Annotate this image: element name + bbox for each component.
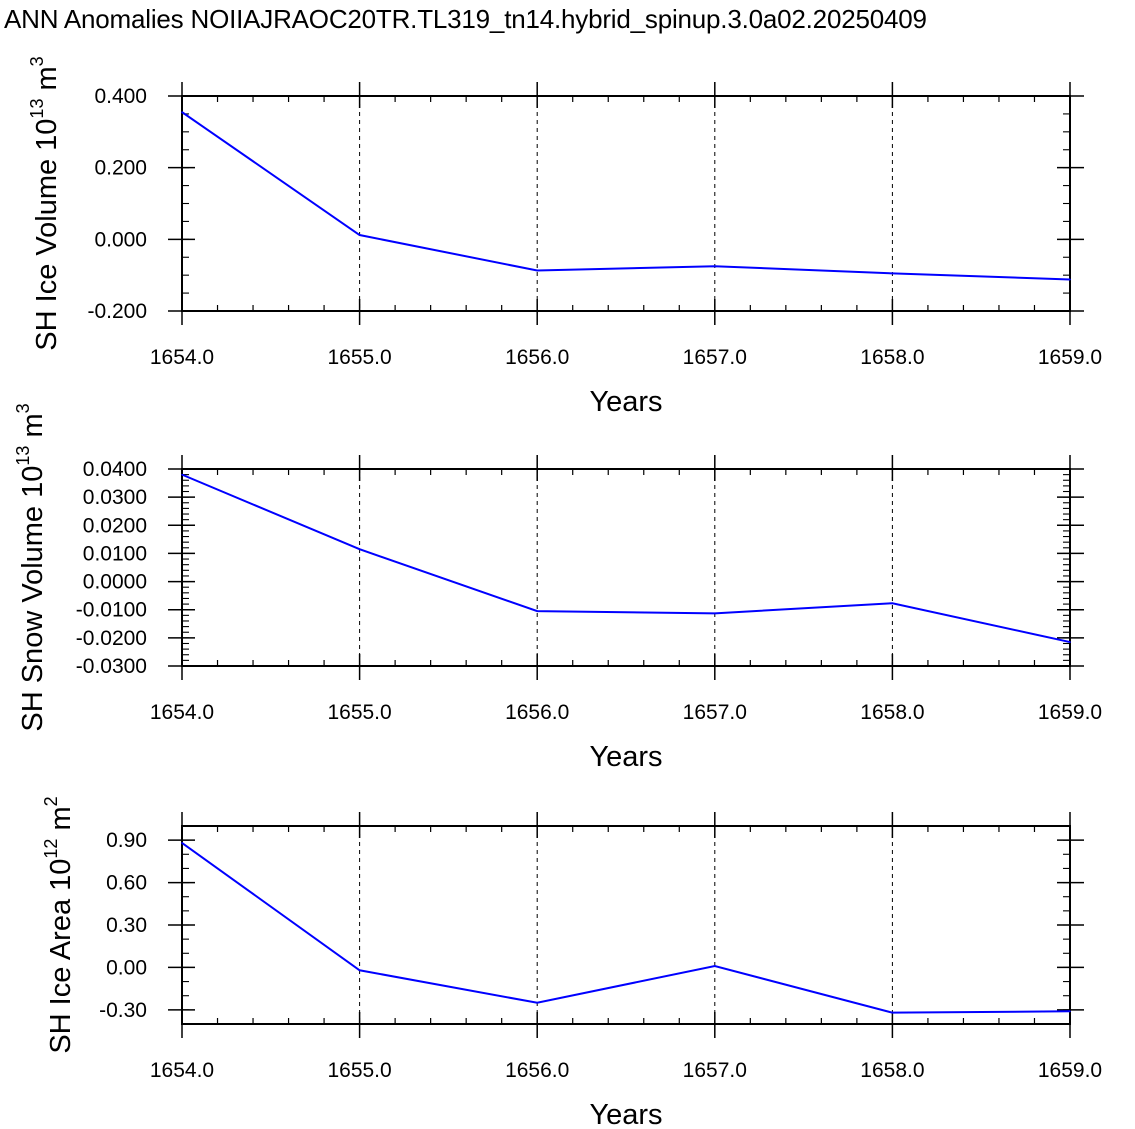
series-line <box>181 473 1071 644</box>
y-tick-label: 0.30 <box>106 914 147 937</box>
y-axis-label-unit: m <box>45 806 77 838</box>
chart-3: 1654.0 1655.0 1656.0 1657.0 1658.0 1659.0 -0.3… <box>41 796 1102 1129</box>
data-point <box>358 969 361 972</box>
series-line <box>181 111 1071 281</box>
data-point <box>536 269 538 272</box>
y-axis-label-exponent: 12 <box>41 839 61 859</box>
y-tick-label: 0.90 <box>106 829 147 852</box>
x-tick-label: 1656.0 <box>505 1059 569 1082</box>
y-tick-label: -0.30 <box>99 999 147 1022</box>
x-tick-label: 1655.0 <box>327 701 391 724</box>
x-tick-label: 1654.0 <box>150 346 214 369</box>
y-axis-label-main: SH Ice Volume 10 <box>31 119 63 351</box>
data-point <box>714 965 716 967</box>
y-tick-label: -0.0200 <box>76 627 147 650</box>
data-point <box>358 234 361 236</box>
y-tick-label: 0.0400 <box>83 458 147 481</box>
y-tick-label: 0.00 <box>106 956 147 979</box>
x-tick-label: 1658.0 <box>860 346 924 369</box>
data-point <box>181 842 183 844</box>
y-tick-label: 0.0100 <box>83 542 147 565</box>
y-tick-label: 0.0000 <box>83 571 147 594</box>
y-axis-label-unit-exponent: 2 <box>41 796 61 806</box>
y-tick-label: -0.0100 <box>76 599 147 622</box>
y-axis-label-unit-exponent: 3 <box>13 403 33 413</box>
data-point <box>1069 641 1071 643</box>
x-tick-label: 1659.0 <box>1038 701 1102 724</box>
x-tick-label: 1657.0 <box>683 701 747 724</box>
y-axis-label: SH Snow Volume 1013 m3 <box>13 403 49 731</box>
y-axis-label-unit-exponent: 3 <box>27 56 47 66</box>
data-point <box>181 111 183 113</box>
data-point <box>891 602 894 605</box>
plot-frame <box>181 468 1071 667</box>
x-tick-label: 1656.0 <box>505 701 569 724</box>
data-point <box>891 272 894 275</box>
y-axis-label-exponent: 13 <box>13 446 33 466</box>
y-axis-label-exponent: 13 <box>27 99 47 119</box>
x-tick-label: 1654.0 <box>150 701 214 724</box>
data-point <box>891 1011 894 1014</box>
x-tick-label: 1657.0 <box>683 1059 747 1082</box>
y-axis-label: SH Ice Volume 1013 m3 <box>27 56 63 350</box>
x-tick-label: 1658.0 <box>860 701 924 724</box>
data-point <box>536 610 538 612</box>
plot-frame <box>181 95 1071 312</box>
data-point <box>358 548 361 551</box>
y-tick-label: 0.400 <box>94 85 147 108</box>
y-tick-label: 0.0300 <box>83 486 147 509</box>
chart-1: 1654.0 1655.0 1656.0 1657.0 1658.0 1659.0 -0.2… <box>27 56 1102 418</box>
y-axis-label-unit: m <box>17 413 49 445</box>
y-axis-label-main: SH Ice Area 10 <box>45 859 77 1054</box>
chart-2: 1654.0 1655.0 1656.0 1657.0 1658.0 1659.0 -0.0… <box>13 403 1102 773</box>
y-tick-label: -0.0300 <box>76 655 147 678</box>
data-point <box>714 265 716 268</box>
x-tick-label: 1656.0 <box>505 346 569 369</box>
x-axis-label: Years <box>589 386 662 418</box>
y-axis-label-main: SH Snow Volume 10 <box>17 466 49 732</box>
plot-frame <box>181 825 1071 1025</box>
y-axis-label: SH Ice Area 1012 m2 <box>41 796 77 1053</box>
chart-title: ANN Anomalies NOIIAJRAOC20TR.TL319_tn14.… <box>4 4 927 34</box>
series-line <box>181 842 1071 1014</box>
x-tick-label: 1655.0 <box>327 346 391 369</box>
x-tick-label: 1659.0 <box>1038 1059 1102 1082</box>
data-point <box>714 612 716 615</box>
data-point <box>181 473 183 476</box>
x-tick-label: 1659.0 <box>1038 346 1102 369</box>
y-tick-label: 0.200 <box>94 157 147 180</box>
x-tick-label: 1658.0 <box>860 1059 924 1082</box>
y-axis-label-unit: m <box>31 66 63 98</box>
x-axis-label: Years <box>589 741 662 773</box>
y-tick-label: 0.0200 <box>83 514 147 537</box>
x-tick-label: 1657.0 <box>683 346 747 369</box>
x-tick-label: 1655.0 <box>327 1059 391 1082</box>
data-point <box>1069 1010 1071 1013</box>
y-tick-label: -0.200 <box>87 300 147 323</box>
y-tick-label: 0.60 <box>106 872 147 895</box>
x-axis-label: Years <box>589 1099 662 1129</box>
x-tick-label: 1654.0 <box>150 1059 214 1082</box>
data-point <box>1069 278 1071 281</box>
data-point <box>536 1001 538 1004</box>
y-tick-label: 0.000 <box>94 228 147 251</box>
